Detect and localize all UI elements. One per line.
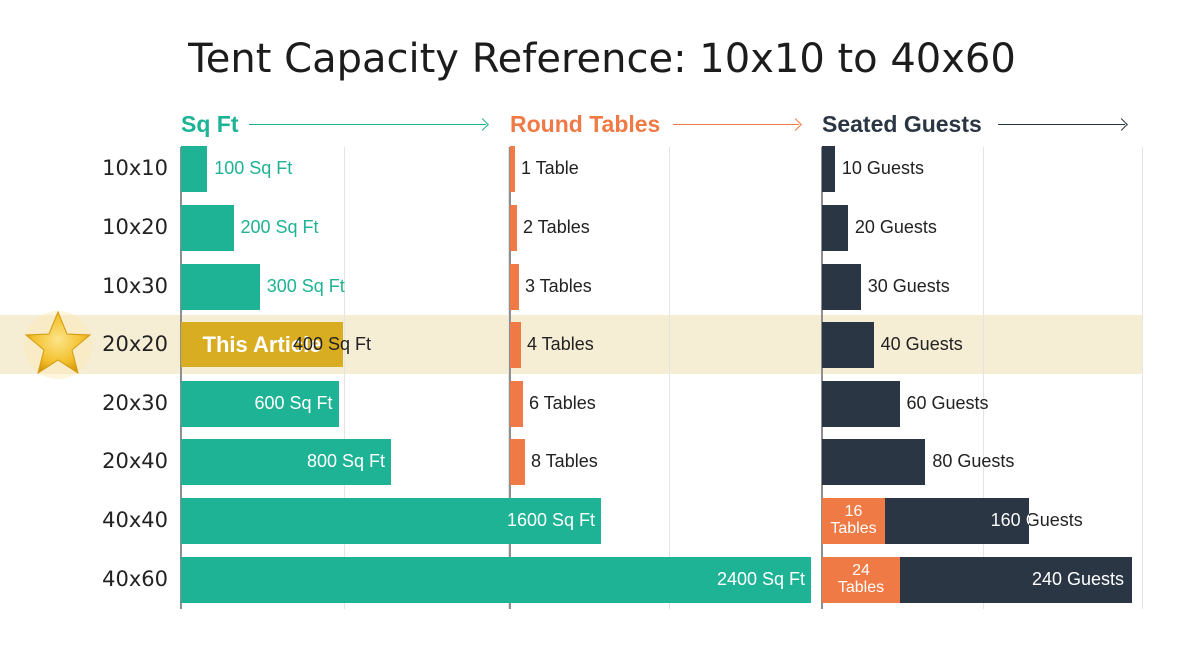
sqft-data-label: 400 Sq Ft [293, 334, 372, 354]
row-label: 40x40 [102, 508, 168, 532]
stacked-tables-label: 16 Tables [830, 503, 877, 537]
guests-bar [822, 146, 835, 192]
panel-axis [821, 147, 823, 609]
tables-data-label: 3 Tables [525, 276, 592, 296]
sqft-bar [181, 146, 208, 192]
tables-bar [510, 264, 519, 310]
chart-title: Tent Capacity Reference: 10x10 to 40x60 [188, 36, 1016, 82]
sqft-bar [181, 557, 811, 603]
row-label: 10x10 [102, 156, 168, 180]
sqft-bar [181, 264, 260, 310]
guests-data-label: 80 Guests [932, 451, 1015, 471]
row-label: 40x60 [102, 567, 168, 591]
sqft-data-label: 600 Sq Ft [254, 393, 333, 413]
arrow-icon [249, 124, 486, 125]
guests-data-label: 240 Guests [1031, 569, 1124, 589]
guests-data-label: 60 Guests [906, 393, 989, 413]
guests-bar [822, 264, 861, 310]
sqft-bar [181, 381, 339, 427]
tables-bar [510, 205, 517, 251]
guests-data-label: 20 Guests [854, 217, 937, 237]
gridline [669, 147, 670, 609]
sqft-bar [181, 205, 234, 251]
guests-data-label: 160 Guests [990, 510, 1083, 530]
panel-axis [180, 147, 182, 609]
tables-data-label: 4 Tables [527, 334, 594, 354]
guests-bar [822, 322, 874, 368]
stacked-tables-label: 24 Tables [837, 562, 885, 596]
highlight-badge: This Article [181, 322, 343, 367]
guests-data-label: 40 Guests [880, 334, 963, 354]
arrow-icon [998, 124, 1125, 125]
guests-data-label: 10 Guests [841, 158, 924, 178]
sqft-data-label: 800 Sq Ft [306, 451, 385, 471]
panel-header-2: Seated Guests [822, 111, 982, 137]
tables-bar [510, 146, 515, 192]
gridline [983, 147, 984, 609]
tables-data-label: 2 Tables [523, 217, 590, 237]
guests-bar [822, 205, 848, 251]
row-label: 20x20 [102, 332, 168, 356]
sqft-data-label: 1600 Sq Ft [506, 510, 595, 530]
guests-tables-segment [822, 498, 885, 544]
sqft-data-label: 2400 Sq Ft [716, 569, 805, 589]
row-label: 10x20 [102, 215, 168, 239]
gridline [508, 147, 509, 609]
panel-header-0: Sq Ft [181, 111, 239, 137]
sqft-data-label: 200 Sq Ft [240, 217, 319, 237]
row-label: 20x40 [102, 449, 168, 473]
panel-header-1: Round Tables [510, 111, 661, 137]
guests-tables-segment [822, 557, 900, 603]
tables-data-label: 6 Tables [529, 393, 596, 413]
guests-bar [822, 439, 926, 485]
sqft-bar [181, 439, 391, 485]
row-label: 20x30 [102, 391, 168, 415]
panel-axis [509, 147, 511, 609]
tables-data-label: 8 Tables [531, 451, 598, 471]
row-label: 10x30 [102, 274, 168, 298]
tables-bar [510, 381, 523, 427]
arrow-icon [673, 124, 799, 125]
sqft-data-label: 300 Sq Ft [266, 276, 345, 296]
sqft-data-label: 100 Sq Ft [214, 158, 293, 178]
guests-bar [822, 381, 900, 427]
gridline [1142, 147, 1143, 609]
guests-data-label: 30 Guests [867, 276, 950, 296]
tables-data-label: 1 Table [521, 158, 579, 178]
star-icon [24, 310, 92, 379]
sqft-bar [181, 498, 601, 544]
tables-bar [510, 322, 521, 368]
tables-bar [510, 439, 525, 485]
gridline [344, 147, 345, 609]
